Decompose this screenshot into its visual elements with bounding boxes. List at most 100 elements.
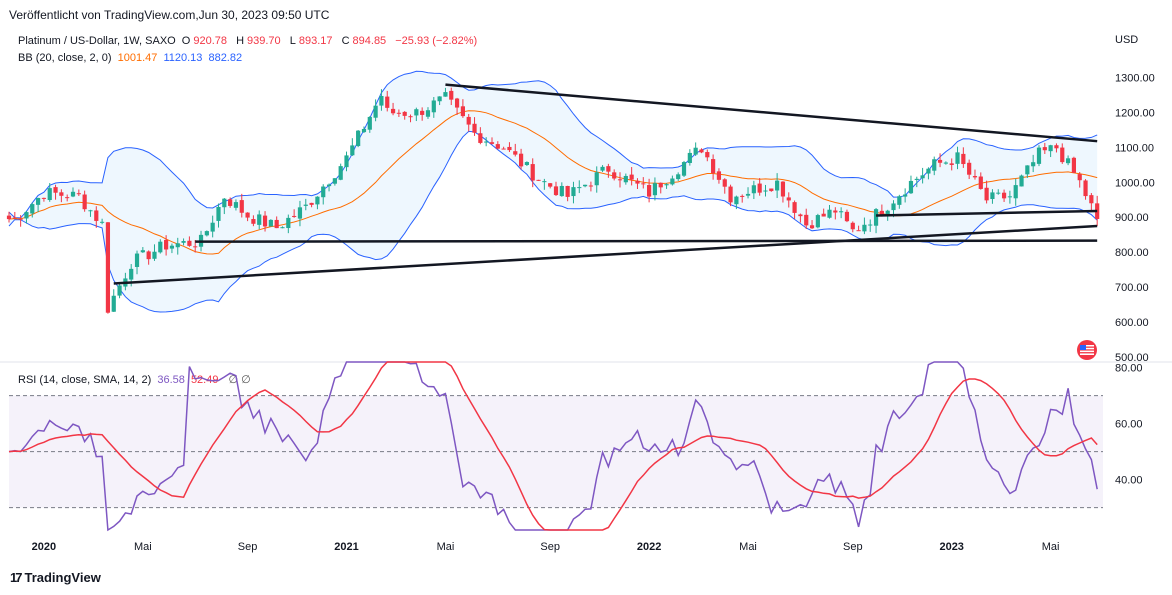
candle-body	[693, 147, 698, 155]
symbol-title[interactable]: Platinum / US-Dollar, 1W, SAXO	[18, 35, 176, 47]
candle-body	[332, 178, 337, 184]
candle-body	[321, 186, 326, 198]
candle-body	[408, 116, 413, 118]
tradingview-logo-icon: 17	[10, 570, 23, 585]
candle-body	[745, 193, 751, 196]
candle-body	[600, 166, 605, 171]
candle-body	[175, 243, 180, 248]
price-tick-label: 1300.00	[1115, 73, 1155, 85]
candle-body	[262, 215, 268, 227]
price-axis[interactable]: 1300.00 1200.00 1100.00 1000.00 900.00 800.00…	[1115, 73, 1155, 487]
candle-body	[210, 222, 215, 232]
candle-body	[542, 181, 547, 183]
hidden-icons[interactable]: ∅ ∅	[228, 374, 251, 386]
candle-body	[914, 178, 919, 180]
candle-body	[228, 199, 233, 206]
candle-body	[1001, 192, 1007, 199]
candle-body	[676, 174, 681, 180]
candle-body	[856, 230, 861, 232]
candle-body	[582, 184, 588, 187]
candle-body	[239, 200, 244, 213]
time-tick-label: Sep	[540, 541, 560, 553]
candle-body	[222, 198, 227, 208]
rsi-label[interactable]: RSI (14, close, SMA, 14, 2)	[18, 374, 152, 386]
candle-body	[297, 207, 303, 219]
candle-body	[204, 231, 209, 236]
candles	[6, 87, 1100, 314]
candle-body	[827, 209, 832, 218]
candle-body	[338, 166, 343, 180]
candle-body	[6, 215, 12, 220]
candle-body	[751, 185, 756, 194]
candle-body	[641, 183, 646, 185]
candle-body	[292, 215, 297, 217]
candle-body	[879, 210, 884, 217]
trendlines[interactable]	[113, 83, 1098, 285]
open-label: O	[181, 35, 191, 47]
candle-body	[518, 153, 524, 167]
candle-body	[1036, 147, 1042, 164]
time-tick-label: Sep	[843, 541, 863, 553]
bb-basis-value: 1001.47	[117, 52, 158, 64]
candle-body	[815, 215, 820, 228]
time-tick-label: Mai	[739, 541, 757, 553]
candle-body	[495, 144, 500, 149]
candle-body	[926, 168, 931, 174]
candle-body	[187, 240, 192, 246]
candle-body	[303, 204, 308, 206]
candle-body	[897, 196, 902, 205]
bb-fill	[9, 71, 1098, 312]
symbol-legend: Platinum / US-Dollar, 1W, SAXO O 920.78 H…	[18, 35, 480, 47]
bb-label[interactable]: BB (20, close, 2, 0)	[18, 52, 112, 64]
candle-body	[524, 162, 530, 165]
candle-body	[1013, 185, 1018, 199]
candle-body	[670, 178, 675, 185]
candle-body	[798, 214, 803, 217]
close-number: 894.85	[352, 35, 387, 47]
candle-body	[134, 253, 140, 267]
candle-body	[24, 212, 29, 219]
candle-body	[804, 214, 809, 226]
candle-body	[361, 128, 367, 133]
footer-brand[interactable]: 17 TradingView	[10, 570, 101, 585]
low-value: L 893.17	[290, 35, 336, 47]
candle-body	[385, 96, 390, 108]
candle-body	[955, 152, 960, 164]
candle-body	[356, 130, 361, 147]
rsi-sma-line	[8, 361, 1098, 531]
candle-body	[990, 192, 995, 200]
candle-body	[606, 166, 611, 172]
candle-body	[53, 187, 58, 193]
time-tick-label: Mai	[437, 541, 455, 553]
candle-body	[635, 180, 640, 184]
time-tick-label: Mai	[134, 541, 152, 553]
trendline-support-830	[195, 239, 1098, 243]
candle-body	[513, 151, 518, 155]
candle-body	[65, 197, 70, 199]
candle-body	[105, 222, 111, 313]
candle-body	[1077, 174, 1082, 181]
brand-name: TradingView	[24, 570, 101, 585]
candle-body	[687, 152, 692, 164]
candle-body	[1083, 180, 1088, 197]
time-tick-label: 2020	[32, 541, 56, 553]
candle-body	[402, 111, 407, 116]
currency-label[interactable]: USD	[1115, 34, 1139, 46]
rsi-pane	[8, 361, 1103, 532]
time-axis[interactable]: 2020 Mai Sep 2021 Mai Sep 2022 Mai Sep 2023 Mai	[32, 541, 1060, 553]
candle-body	[920, 175, 925, 179]
trendline-support-860	[876, 209, 1098, 217]
candle-body	[908, 180, 914, 194]
candle-body	[972, 176, 978, 178]
candle-body	[396, 112, 401, 114]
us-flag-icon[interactable]	[1075, 339, 1099, 361]
candle-body	[839, 211, 844, 213]
candle-body	[571, 187, 576, 197]
candle-body	[117, 285, 122, 296]
candle-body	[577, 187, 582, 189]
price-tick-label: 500.00	[1115, 352, 1149, 364]
candle-body	[501, 148, 506, 150]
price-tick-label: 700.00	[1115, 282, 1149, 294]
candle-body	[437, 96, 442, 102]
